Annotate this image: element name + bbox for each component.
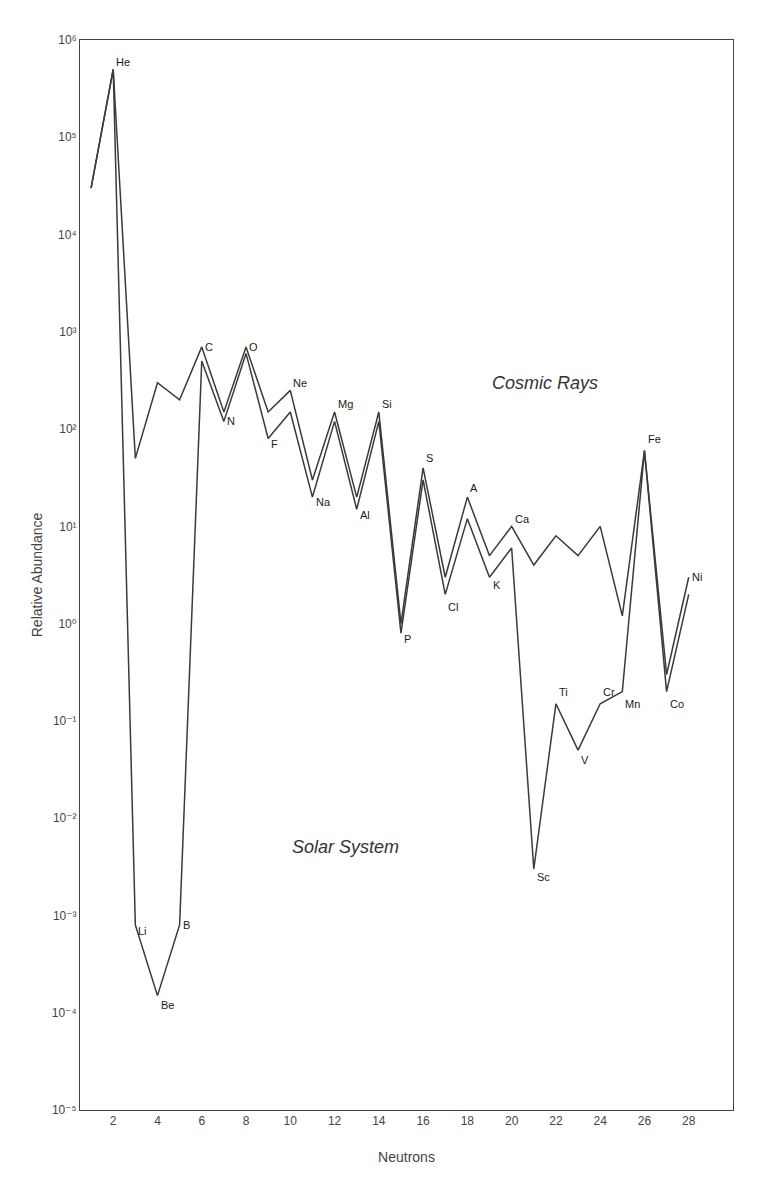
svg-text:2: 2 — [110, 1114, 117, 1128]
svg-text:16: 16 — [416, 1114, 430, 1128]
svg-text:Co: Co — [670, 698, 684, 710]
svg-text:12: 12 — [328, 1114, 342, 1128]
svg-text:Cr: Cr — [603, 686, 615, 698]
svg-text:Mg: Mg — [338, 398, 353, 410]
svg-text:10⁶: 10⁶ — [58, 33, 76, 47]
svg-text:Neutrons: Neutrons — [378, 1149, 435, 1165]
svg-text:Fe: Fe — [648, 433, 661, 445]
svg-text:Na: Na — [316, 496, 331, 508]
svg-text:20: 20 — [505, 1114, 519, 1128]
svg-text:10⁻³: 10⁻³ — [53, 909, 77, 923]
svg-text:8: 8 — [243, 1114, 250, 1128]
svg-text:He: He — [116, 56, 130, 68]
svg-text:C: C — [205, 341, 213, 353]
svg-text:F: F — [271, 438, 278, 450]
svg-text:Ca: Ca — [515, 513, 530, 525]
svg-text:K: K — [493, 579, 501, 591]
svg-text:Be: Be — [161, 999, 174, 1011]
svg-text:Al: Al — [360, 509, 370, 521]
svg-text:24: 24 — [594, 1114, 608, 1128]
svg-text:4: 4 — [154, 1114, 161, 1128]
svg-text:10¹: 10¹ — [59, 520, 76, 534]
svg-text:10²: 10² — [59, 422, 76, 436]
svg-text:10⁰: 10⁰ — [58, 617, 76, 631]
svg-text:N: N — [227, 415, 235, 427]
svg-text:Cl: Cl — [448, 601, 458, 613]
svg-text:10⁴: 10⁴ — [58, 228, 77, 242]
svg-text:22: 22 — [549, 1114, 563, 1128]
svg-text:A: A — [470, 482, 478, 494]
svg-text:Ne: Ne — [293, 377, 307, 389]
svg-text:6: 6 — [198, 1114, 205, 1128]
svg-text:P: P — [404, 633, 411, 645]
svg-text:Si: Si — [382, 398, 392, 410]
svg-text:10⁻⁵: 10⁻⁵ — [52, 1103, 77, 1117]
svg-text:10⁵: 10⁵ — [58, 130, 76, 144]
svg-text:O: O — [249, 341, 258, 353]
svg-text:S: S — [426, 452, 433, 464]
svg-text:14: 14 — [372, 1114, 386, 1128]
svg-text:Ti: Ti — [559, 686, 568, 698]
svg-text:26: 26 — [638, 1114, 652, 1128]
svg-text:V: V — [581, 754, 589, 766]
svg-text:18: 18 — [461, 1114, 475, 1128]
svg-text:Solar System: Solar System — [292, 837, 399, 857]
svg-text:28: 28 — [682, 1114, 696, 1128]
svg-text:B: B — [183, 919, 190, 931]
svg-text:Ni: Ni — [692, 571, 702, 583]
svg-text:Relative Abundance: Relative Abundance — [29, 513, 45, 638]
svg-text:Sc: Sc — [537, 871, 550, 883]
svg-text:Mn: Mn — [625, 698, 640, 710]
svg-text:Cosmic Rays: Cosmic Rays — [492, 373, 598, 393]
svg-text:10⁻¹: 10⁻¹ — [53, 714, 77, 728]
svg-text:10⁻⁴: 10⁻⁴ — [52, 1006, 77, 1020]
svg-text:10⁻²: 10⁻² — [53, 811, 77, 825]
svg-text:10³: 10³ — [59, 325, 76, 339]
svg-text:Li: Li — [138, 925, 147, 937]
svg-text:10: 10 — [284, 1114, 298, 1128]
